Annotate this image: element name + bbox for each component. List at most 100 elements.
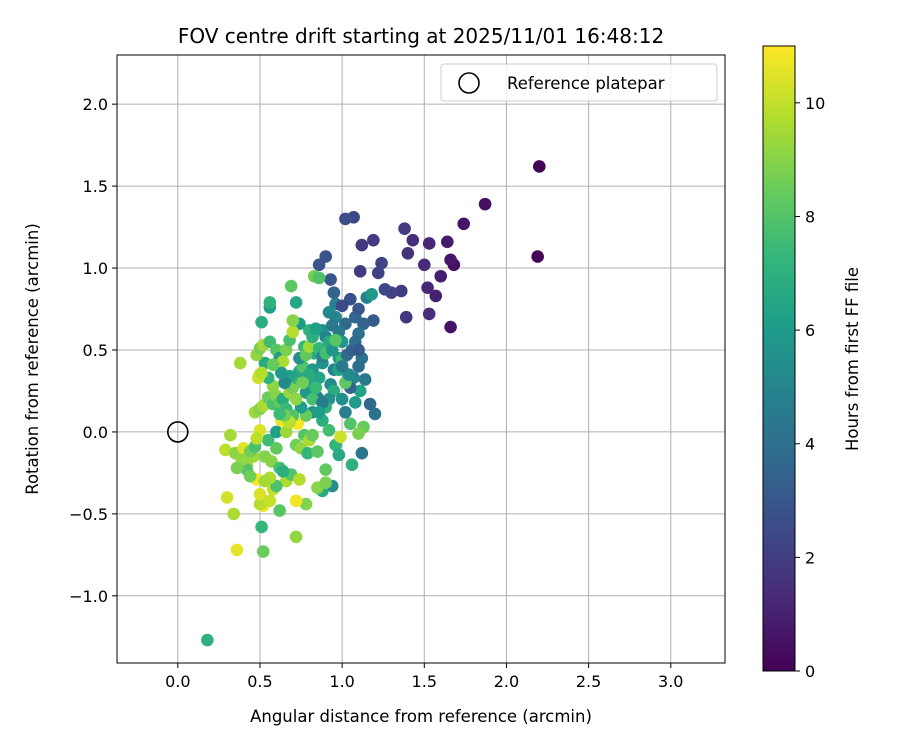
data-point (457, 217, 471, 231)
x-tick-label: 0.0 (165, 672, 190, 691)
data-point (406, 233, 420, 247)
y-tick-label: 0.5 (83, 341, 108, 360)
data-point (279, 343, 293, 357)
y-tick-label: 1.0 (83, 259, 108, 278)
data-point (422, 237, 436, 250)
x-tick-label: 2.0 (494, 672, 519, 691)
data-point (348, 396, 362, 409)
data-point (353, 265, 367, 278)
data-point (311, 445, 324, 458)
colorbar-ticks: 0 2 4 6 8 10 (795, 94, 825, 681)
colorbar-tick-label: 2 (805, 548, 815, 567)
data-point (417, 258, 431, 272)
data-point (352, 302, 365, 316)
data-point (278, 376, 291, 390)
chart-title: FOV centre drift starting at 2025/11/01 … (178, 24, 664, 48)
x-tick-label: 1.0 (329, 672, 354, 691)
data-point (352, 360, 365, 373)
x-tick-label: 0.5 (247, 672, 272, 691)
data-point (531, 250, 544, 263)
data-point (335, 360, 349, 373)
data-point (332, 448, 346, 462)
data-point (263, 296, 277, 309)
data-point (401, 246, 415, 260)
data-point (319, 476, 332, 490)
data-point (296, 376, 309, 390)
data-point (371, 266, 385, 280)
legend-marker-icon (458, 72, 480, 94)
legend-box (440, 63, 718, 102)
data-point (220, 491, 234, 504)
data-point (306, 392, 319, 406)
y-tick-label: −0.5 (69, 505, 108, 524)
data-point (353, 384, 367, 398)
data-point (253, 487, 267, 501)
data-point (344, 417, 357, 431)
data-point (273, 504, 286, 517)
data-point (289, 494, 303, 508)
colorbar (762, 45, 796, 672)
data-point (319, 463, 332, 476)
y-axis-label: Rotation from reference (arcmin) (23, 223, 42, 495)
data-point (378, 283, 392, 296)
data-point (316, 396, 329, 409)
data-point (339, 212, 352, 226)
data-point (255, 366, 268, 380)
data-point (533, 160, 546, 173)
data-point (289, 530, 303, 544)
data-point (261, 433, 275, 447)
data-point (256, 545, 270, 558)
data-point (444, 320, 457, 334)
reference-platepar-marker (167, 421, 189, 443)
y-tick-label: 2.0 (83, 95, 108, 114)
data-point (312, 271, 326, 285)
data-point (325, 343, 339, 357)
data-point (219, 443, 232, 457)
y-tick-label: 1.5 (83, 177, 108, 196)
data-point (253, 497, 267, 511)
data-point (243, 469, 257, 483)
data-point (289, 296, 303, 309)
data-point (324, 273, 337, 286)
colorbar-label: Hours from first FF file (843, 267, 862, 451)
data-point (309, 381, 323, 394)
data-point (394, 284, 408, 298)
data-point (275, 366, 288, 380)
data-point (325, 319, 339, 332)
data-point (478, 197, 492, 211)
data-point (440, 235, 454, 249)
data-point (322, 423, 336, 437)
data-point (255, 315, 268, 329)
data-point (230, 543, 244, 557)
legend: Reference platepar (440, 63, 718, 102)
data-point (327, 286, 341, 299)
data-point (399, 310, 413, 324)
data-point (355, 238, 369, 252)
data-point (429, 289, 443, 303)
data-point (368, 407, 382, 421)
data-point (335, 392, 349, 406)
data-point (201, 633, 214, 647)
data-point (227, 507, 240, 521)
data-point (345, 458, 359, 472)
y-tick-label: −1.0 (69, 587, 108, 606)
data-point (266, 358, 280, 372)
data-point (289, 392, 303, 406)
data-point (284, 279, 298, 293)
data-point (365, 287, 379, 301)
data-point (363, 397, 377, 411)
data-point (352, 427, 365, 440)
colorbar-tick-label: 4 (805, 435, 815, 454)
colorbar-tick-label: 0 (805, 662, 815, 681)
data-point (434, 269, 448, 283)
colorbar-tick-label: 10 (805, 94, 825, 113)
data-point (233, 356, 247, 370)
data-point (279, 425, 293, 439)
data-point (309, 322, 323, 335)
data-point (301, 446, 314, 460)
data-point (250, 432, 263, 445)
x-tick-label: 3.0 (658, 672, 683, 691)
data-point (312, 258, 326, 272)
